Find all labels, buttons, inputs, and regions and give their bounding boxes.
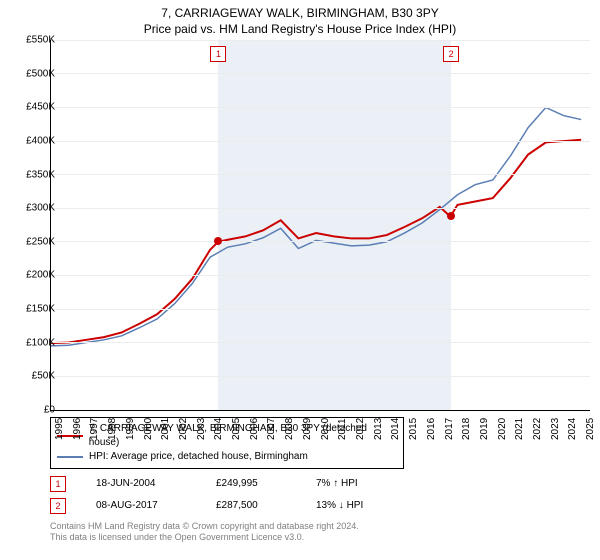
x-tick-label: 2024: [567, 417, 578, 439]
x-tick-label: 2014: [390, 417, 401, 439]
legend: 7, CARRIAGEWAY WALK, BIRMINGHAM, B30 3PY…: [50, 417, 404, 469]
x-tick-label: 2021: [514, 417, 525, 439]
x-tick-label: 2013: [373, 417, 384, 439]
y-tick-label: £250K: [7, 236, 55, 247]
sales-row: 2 08-AUG-2017 £287,500 13% ↓ HPI: [50, 495, 600, 517]
x-tick-label: 1998: [107, 417, 118, 439]
x-tick-label: 2019: [479, 417, 490, 439]
x-tick-label: 2004: [213, 417, 224, 439]
sale-date: 18-JUN-2004: [96, 478, 186, 489]
x-tick-label: 2015: [408, 417, 419, 439]
x-tick-label: 2000: [143, 417, 154, 439]
sale-marker-2: 2: [50, 498, 66, 514]
y-tick-label: £400K: [7, 135, 55, 146]
y-tick-label: £100K: [7, 337, 55, 348]
y-tick-label: £500K: [7, 68, 55, 79]
chart-marker-2: 2: [443, 46, 459, 62]
x-tick-label: 1996: [72, 417, 83, 439]
legend-swatch-hpi: [57, 456, 83, 458]
x-tick-label: 2022: [532, 417, 543, 439]
sale-dot-1: [214, 237, 222, 245]
y-tick-label: £50K: [7, 371, 55, 382]
x-tick-label: 2002: [178, 417, 189, 439]
x-tick-label: 2009: [302, 417, 313, 439]
x-tick-label: 2020: [497, 417, 508, 439]
plot-area: 1995199619971998199920002001200220032004…: [50, 40, 590, 411]
chart-title: 7, CARRIAGEWAY WALK, BIRMINGHAM, B30 3PY: [0, 0, 600, 22]
chart-subtitle: Price paid vs. HM Land Registry's House …: [0, 22, 600, 40]
x-tick-label: 2003: [196, 417, 207, 439]
y-tick-label: £150K: [7, 304, 55, 315]
sale-price: £249,995: [216, 478, 286, 489]
y-tick-label: £200K: [7, 270, 55, 281]
x-tick-label: 2025: [585, 417, 596, 439]
x-tick-label: 1997: [89, 417, 100, 439]
footer-line: This data is licensed under the Open Gov…: [50, 532, 600, 544]
x-tick-label: 2007: [266, 417, 277, 439]
x-tick-label: 2001: [160, 417, 171, 439]
x-tick-label: 2012: [355, 417, 366, 439]
sales-row: 1 18-JUN-2004 £249,995 7% ↑ HPI: [50, 473, 600, 495]
x-tick-label: 2011: [337, 418, 348, 440]
x-tick-label: 2023: [550, 417, 561, 439]
y-tick-label: £550K: [7, 35, 55, 46]
legend-label-hpi: HPI: Average price, detached house, Birm…: [89, 450, 308, 464]
sale-date: 08-AUG-2017: [96, 500, 186, 511]
x-tick-label: 2010: [320, 417, 331, 439]
x-tick-label: 2008: [284, 417, 295, 439]
footer: Contains HM Land Registry data © Crown c…: [50, 517, 600, 544]
x-tick-label: 1995: [54, 417, 65, 439]
y-tick-label: £350K: [7, 169, 55, 180]
footer-line: Contains HM Land Registry data © Crown c…: [50, 521, 600, 533]
y-tick-label: £300K: [7, 203, 55, 214]
x-tick-label: 2018: [461, 417, 472, 439]
sale-marker-1: 1: [50, 476, 66, 492]
sale-price: £287,500: [216, 500, 286, 511]
x-tick-label: 2005: [231, 417, 242, 439]
sale-pct: 7% ↑ HPI: [316, 478, 358, 489]
sales-table: 1 18-JUN-2004 £249,995 7% ↑ HPI 2 08-AUG…: [50, 473, 600, 517]
x-tick-label: 2006: [249, 417, 260, 439]
x-tick-label: 1999: [125, 417, 136, 439]
sale-pct: 13% ↓ HPI: [316, 500, 363, 511]
chart-svg: [51, 40, 590, 410]
y-tick-label: £450K: [7, 102, 55, 113]
sale-dot-2: [447, 212, 455, 220]
x-tick-label: 2017: [444, 417, 455, 439]
series-hpi: [51, 107, 581, 345]
chart-marker-1: 1: [210, 46, 226, 62]
x-tick-label: 2016: [426, 417, 437, 439]
y-tick-label: £0: [7, 405, 55, 416]
legend-item-hpi: HPI: Average price, detached house, Birm…: [57, 450, 397, 464]
chart-container: 7, CARRIAGEWAY WALK, BIRMINGHAM, B30 3PY…: [0, 0, 600, 560]
